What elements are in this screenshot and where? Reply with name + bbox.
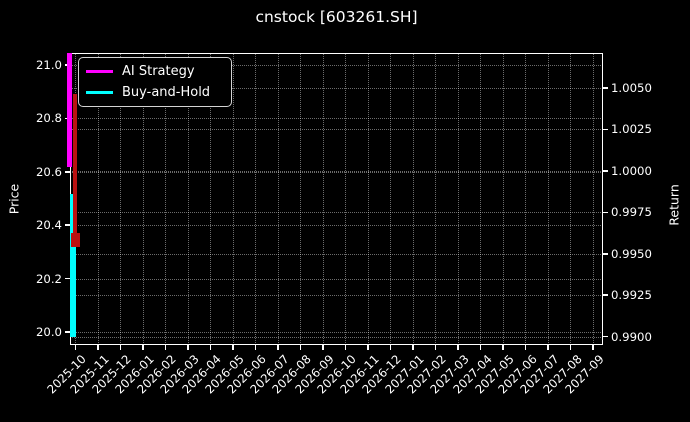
x-tick-mark (569, 345, 572, 350)
gridline-y-right (70, 336, 603, 338)
legend-item-label: Buy-and-Hold (122, 85, 211, 100)
gridline-x (165, 53, 167, 345)
gridline-x (120, 53, 122, 345)
gridline-y-left (70, 65, 603, 66)
x-tick-mark (164, 345, 167, 350)
gridline-x (345, 53, 347, 345)
gridline-x (142, 53, 144, 345)
y-tick-mark-right (603, 170, 608, 172)
legend-line-swatch (86, 91, 113, 94)
gridline-x (232, 53, 234, 345)
y-tick-label-left: 20.2 (35, 271, 62, 286)
x-tick-mark (344, 345, 347, 350)
x-tick-mark (322, 345, 324, 350)
gridline-x (457, 53, 459, 345)
x-tick-mark (524, 345, 527, 350)
y-tick-label-left: 21.0 (35, 58, 62, 72)
legend: AI Strategy Buy-and-Hold (78, 57, 232, 107)
x-tick-mark (209, 345, 212, 350)
gridline-y-left (70, 331, 603, 333)
legend-item-label: AI Strategy (122, 64, 195, 79)
gridline-x (277, 53, 279, 345)
gridline-y-left (70, 278, 603, 280)
buy-and-hold-line (69, 194, 76, 337)
chart-title: cnstock [603261.SH] (255, 8, 418, 26)
legend-line-swatch (86, 70, 113, 73)
x-tick-mark (277, 345, 279, 350)
gridline-x (525, 53, 527, 345)
y-tick-label-left: 20.8 (35, 111, 62, 126)
gridline-y-right (70, 170, 603, 172)
gridline-x (367, 53, 369, 345)
x-tick-mark (299, 345, 302, 350)
x-tick-mark (254, 345, 257, 350)
gridline-y-left (70, 171, 603, 173)
gridline-y-right (70, 87, 603, 89)
gridline-x (570, 53, 572, 345)
x-tick-mark (367, 345, 369, 350)
gridline-y-right (70, 295, 603, 297)
y-tick-label-right: 1.0050 (611, 80, 652, 95)
x-tick-mark (457, 345, 459, 350)
gridline-x (210, 53, 212, 345)
y-tick-mark-right (603, 211, 608, 214)
x-tick-mark (74, 345, 76, 350)
x-tick-mark (232, 345, 234, 350)
x-tick-mark (119, 345, 122, 350)
y-tick-mark-right (603, 335, 608, 338)
y-tick-label-right: 0.9950 (611, 246, 652, 261)
y-tick-mark-left (65, 331, 70, 333)
gridline-x (97, 53, 99, 345)
gridline-x (435, 53, 437, 345)
candle-body (70, 233, 80, 247)
y-tick-mark-right (603, 87, 608, 89)
gridline-x (255, 53, 257, 345)
y-axis-label-return: Return (666, 184, 682, 226)
gridline-x (502, 53, 504, 345)
gridline-y-right (70, 212, 603, 214)
x-tick-mark (389, 345, 392, 350)
gridline-x (547, 53, 549, 345)
gridline-y-left (70, 118, 603, 120)
x-tick-mark (142, 345, 144, 350)
gridline-y-left (70, 225, 603, 227)
y-tick-mark-left (65, 171, 70, 173)
x-tick-mark (434, 345, 437, 350)
y-tick-label-right: 1.0025 (611, 122, 652, 137)
x-tick-mark (547, 345, 549, 350)
y-tick-label-right: 1.0000 (611, 163, 652, 178)
x-tick-mark (479, 345, 482, 350)
y-tick-label-left: 20.0 (35, 324, 62, 339)
y-tick-mark-left (65, 224, 70, 226)
y-tick-label-right: 0.9975 (611, 205, 652, 220)
y-axis-label-price: Price (6, 183, 22, 215)
y-tick-mark-left (65, 277, 70, 280)
ai-strategy-line (67, 53, 72, 168)
y-tick-label-right: 0.9900 (611, 329, 652, 344)
gridline-x (187, 53, 189, 345)
legend-item: AI Strategy (86, 61, 223, 82)
y-tick-mark-right (603, 128, 608, 131)
x-tick-mark (412, 345, 414, 350)
x-tick-mark (592, 345, 594, 350)
gridline-x (300, 53, 302, 345)
x-tick-mark (97, 345, 99, 350)
y-tick-mark-right (603, 253, 608, 255)
y-tick-label-left: 20.6 (35, 164, 62, 179)
y-tick-mark-right (603, 294, 608, 296)
gridline-x (592, 53, 594, 345)
legend-item: Buy-and-Hold (86, 82, 223, 103)
gridline-x (390, 53, 392, 345)
x-tick-mark (187, 345, 189, 350)
gridline-y-right (70, 129, 603, 131)
gridline-y-right (70, 253, 603, 255)
gridline-x (480, 53, 482, 345)
x-tick-mark (502, 345, 504, 350)
y-tick-label-left: 20.4 (35, 218, 62, 233)
candle-wick (73, 94, 77, 247)
gridline-x (412, 53, 414, 345)
gridline-x (322, 53, 324, 345)
y-tick-label-right: 0.9925 (611, 288, 652, 303)
